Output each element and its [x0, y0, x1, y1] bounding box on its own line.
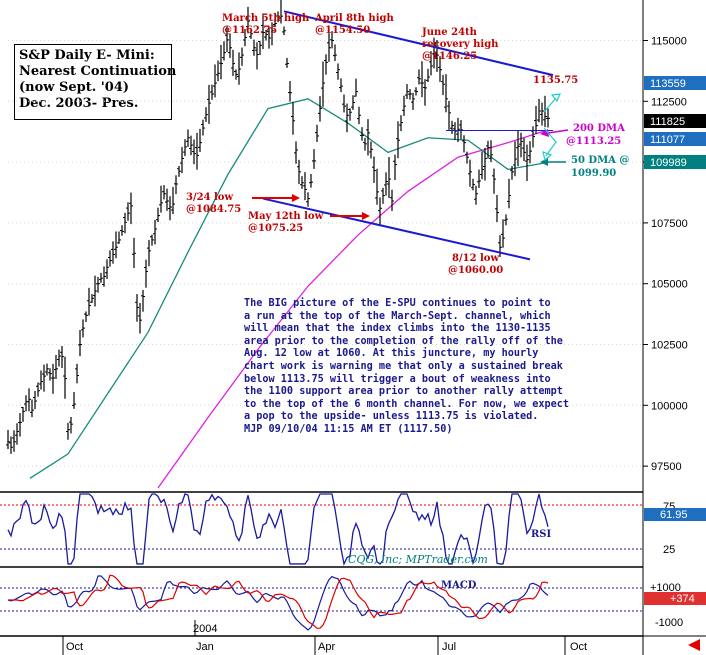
march-low-label: 3/24 low: [186, 192, 233, 203]
dma50-value: 1099.90: [571, 168, 616, 179]
price-tag-bg: [644, 114, 706, 128]
price-bars: [6, 0, 550, 454]
price-tag: 113559: [650, 78, 686, 90]
commentary-line: Aug. 12 low at 1060. At this juncture, m…: [244, 348, 539, 360]
rsi-current-tag: 61.95: [660, 509, 688, 521]
rsi-scale-25: 25: [663, 544, 675, 556]
commentary-line: the 1100 support area prior to another r…: [244, 386, 563, 398]
april-high-label: April 8th high: [314, 13, 394, 24]
may-low-value: @1075.25: [248, 223, 303, 234]
title-line-2: Nearest Continuation: [19, 64, 177, 79]
y-tick-label: 100000: [651, 400, 688, 412]
macd-line: [7, 575, 549, 631]
dma50-label: 50 DMA @: [571, 155, 629, 166]
dma-50-line: [29, 98, 549, 479]
x-label-oct: Oct: [66, 641, 83, 653]
price-tag-bg: [644, 155, 706, 169]
commentary-line: will mean that the index climbs into the…: [244, 323, 551, 335]
x-label-jan: Jan: [196, 641, 214, 653]
commentary-line: to the top of the 6 month channel. For n…: [244, 398, 570, 410]
rsi-line: [7, 493, 549, 567]
march-high-value: @1162.75: [222, 25, 277, 36]
title-line-3: (now Sept. '04): [19, 80, 130, 95]
channel-lines: [262, 10, 554, 261]
june-high-label: June 24th: [421, 27, 478, 38]
date-axis: Oct Jan Apr Jul Oct 2004: [62, 620, 700, 655]
x-label-oct-2: Oct: [570, 641, 587, 653]
macd-lines: [7, 574, 549, 631]
commentary-signature: MJP 09/10/04 11:15 AM ET (1117.50): [244, 423, 453, 435]
price-tags: 113559 111825 111077 109989: [644, 76, 706, 169]
channel-top-line: [283, 10, 554, 77]
y-tick-label: 102500: [651, 340, 688, 352]
y-tick-label: 112500: [651, 96, 687, 108]
x-label-apr: Apr: [318, 641, 335, 653]
aug-low-value: @1060.00: [448, 265, 503, 276]
y-tick-label: 107500: [651, 218, 688, 230]
macd-label: MACD: [441, 580, 477, 591]
price-tag: 109989: [650, 157, 687, 169]
price-tag-bg: [644, 132, 706, 146]
macd-signal-line: [8, 574, 549, 629]
title-line-4: Dec. 2003- Pres.: [19, 96, 139, 111]
y-axis: 9750010000010250010500010750011000011250…: [643, 35, 688, 473]
commentary-text: The BIG picture of the E-SPU continues t…: [244, 298, 644, 437]
price-tag: 111077: [650, 134, 685, 146]
aug-low-label: 8/12 low: [452, 253, 499, 264]
price-tag-bg: [644, 76, 706, 90]
may-low-label: May 12th low: [248, 211, 324, 222]
june-high-label-2: recovery high: [422, 39, 499, 50]
title-line-1: S&P Daily E- Mini:: [19, 48, 155, 63]
april-high-value: @1154.50: [315, 25, 370, 36]
dma200-label: 200 DMA: [573, 123, 625, 134]
commentary-line: The BIG picture of the E-SPU continues t…: [244, 298, 551, 309]
rsi-label: RSI: [531, 529, 552, 540]
macd-scale-minus: -1000: [655, 617, 683, 629]
march-high-label: March 5th high: [222, 13, 310, 24]
rsi-panel: RSI 75 25 61.95 CQG, Inc; MPTrader.com: [0, 493, 706, 567]
channel-top-label: 1135.75: [533, 75, 578, 86]
macd-scale-plus: +1000: [650, 582, 681, 594]
annotation-arrows: [252, 93, 569, 220]
y-tick-label: 105000: [651, 279, 688, 291]
macd-panel: MACD +1000 +374 -1000: [0, 574, 706, 631]
price-tag: 111825: [650, 116, 685, 128]
commentary-line: below 1113.75 will trigger a bout of wea…: [244, 373, 551, 385]
commentary-line: chart work is warning me that only a sus…: [244, 360, 563, 372]
dma-50-path: [29, 98, 549, 479]
y-tick-label: 97500: [651, 461, 682, 473]
march-low-value: @1084.75: [186, 204, 241, 215]
x-year-label: 2004: [193, 623, 217, 635]
june-high-value: @1146.25: [422, 51, 477, 62]
commentary-line: a pop to the upside- unless 1113.75 is v…: [244, 411, 539, 423]
credit-label: CQG, Inc; MPTrader.com: [348, 553, 488, 566]
y-tick-label: 115000: [651, 35, 687, 47]
macd-current-tag: +374: [670, 593, 695, 605]
dma200-value: @1113.25: [566, 136, 621, 147]
chart-title-box: S&P Daily E- Mini: Nearest Continuation …: [14, 44, 177, 120]
x-label-jul: Jul: [442, 641, 456, 653]
rsi-path: [7, 493, 549, 567]
commentary-line: area prior to the completion of the rall…: [244, 335, 563, 347]
channel-bottom-line: [262, 197, 531, 261]
commentary-line: a run at the top of the March-Sept. chan…: [244, 310, 551, 322]
scroll-left-icon[interactable]: [688, 639, 700, 651]
